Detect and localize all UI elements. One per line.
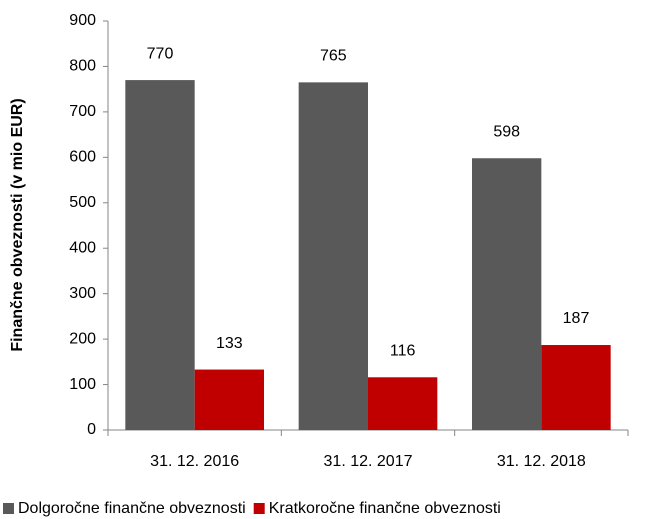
y-tick-label: 100 [69,376,96,393]
y-tick-label: 700 [69,103,96,120]
bar [472,158,542,430]
data-label: 116 [390,343,416,360]
bar [125,80,195,431]
x-tick-label: 31. 12. 2017 [324,453,413,470]
bar [194,369,264,430]
data-label: 187 [563,310,590,327]
data-label: 133 [216,335,243,352]
y-tick-label: 600 [69,149,96,166]
bar [368,377,438,430]
bar [298,82,368,430]
legend-swatch [3,503,14,514]
bar [541,345,611,430]
data-label: 598 [493,123,520,140]
y-tick-label: 300 [69,285,96,302]
y-tick-label: 800 [69,58,96,75]
x-tick-label: 31. 12. 2018 [497,453,586,470]
legend-label: Kratkoročne finančne obveznosti [269,500,501,517]
y-tick-label: 500 [69,194,96,211]
y-tick-label: 0 [87,421,96,438]
data-label: 765 [320,48,347,65]
legend-label: Dolgoročne finančne obveznosti [18,500,246,517]
y-tick-label: 900 [69,12,96,29]
y-axis-label: Finančne obveznosti (v mio EUR) [9,98,26,351]
x-tick-label: 31. 12. 2016 [150,453,239,470]
data-label: 770 [147,45,174,62]
legend-swatch [253,503,265,514]
y-tick-label: 200 [69,330,96,347]
y-tick-label: 400 [69,239,96,256]
